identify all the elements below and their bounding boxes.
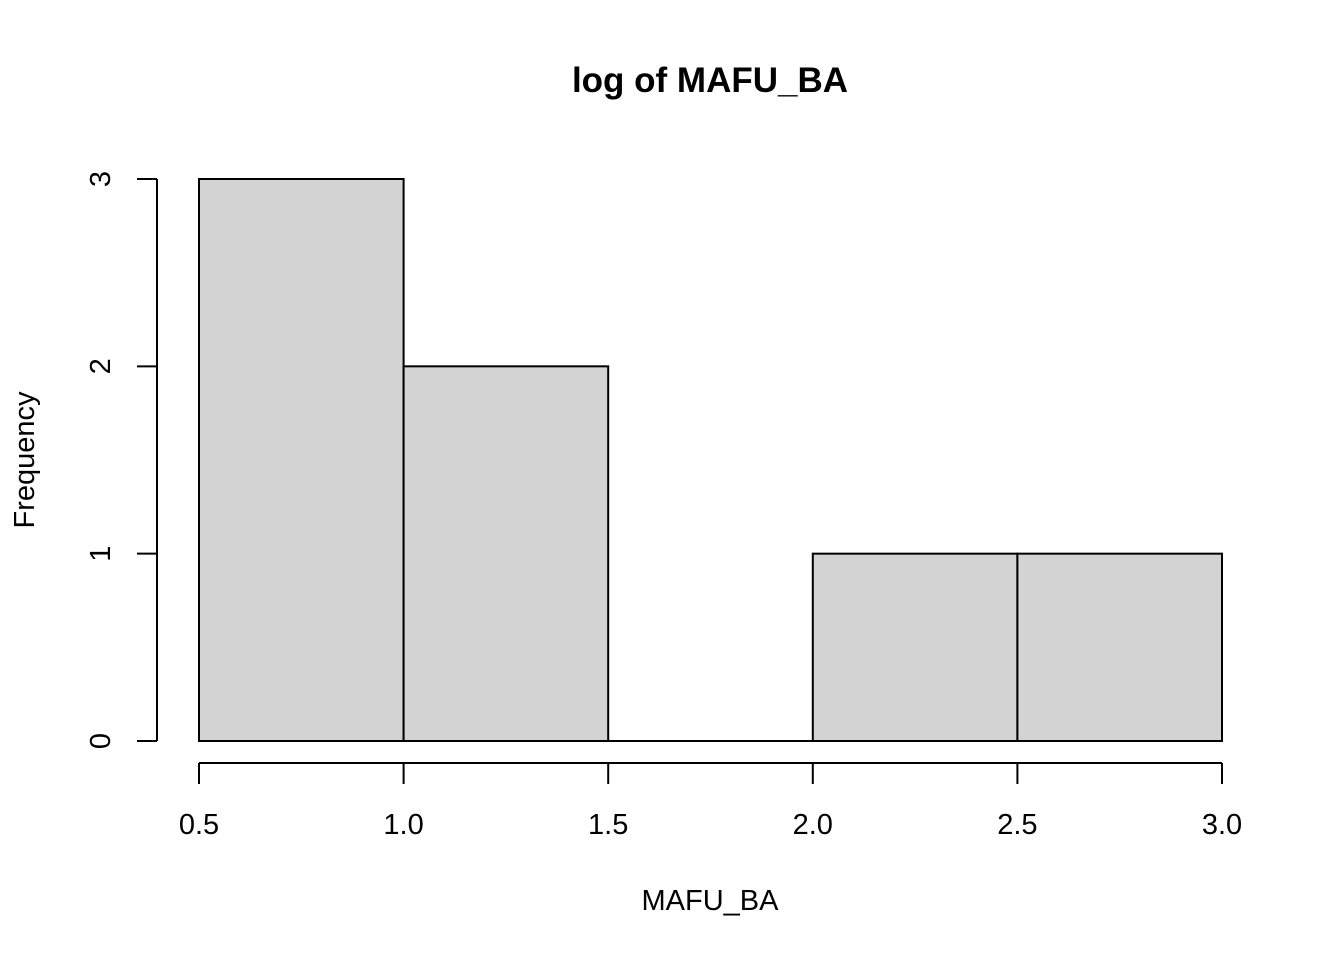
x-tick-label-5: 3.0: [1202, 809, 1242, 841]
y-tick-label-1: 1: [85, 546, 117, 562]
y-tick-label-0: 0: [85, 733, 117, 749]
x-axis-label: MAFU_BA: [642, 885, 780, 917]
chart-title: log of MAFU_BA: [572, 61, 848, 100]
x-axis: 0.5 1.0 1.5 2.0 2.5 3.0: [179, 762, 1242, 841]
x-tick-label-4: 2.5: [997, 809, 1037, 841]
x-tick-label-2: 1.5: [588, 809, 628, 841]
histogram-bar-4: [1016, 552, 1224, 743]
x-tick-label-1: 1.0: [383, 809, 423, 841]
y-tick-label-3: 3: [85, 171, 117, 187]
y-tick-label-2: 2: [85, 358, 117, 374]
histogram-bar-0: [198, 178, 405, 742]
histogram-bar-1: [402, 365, 610, 742]
bars-group: [198, 178, 1224, 743]
y-axis-label: Frequency: [9, 391, 41, 529]
y-axis: 0 1 2 3: [85, 171, 158, 749]
histogram-bar-3: [811, 552, 1019, 743]
x-tick-label-3: 2.0: [793, 809, 833, 841]
x-tick-label-0: 0.5: [179, 809, 219, 841]
